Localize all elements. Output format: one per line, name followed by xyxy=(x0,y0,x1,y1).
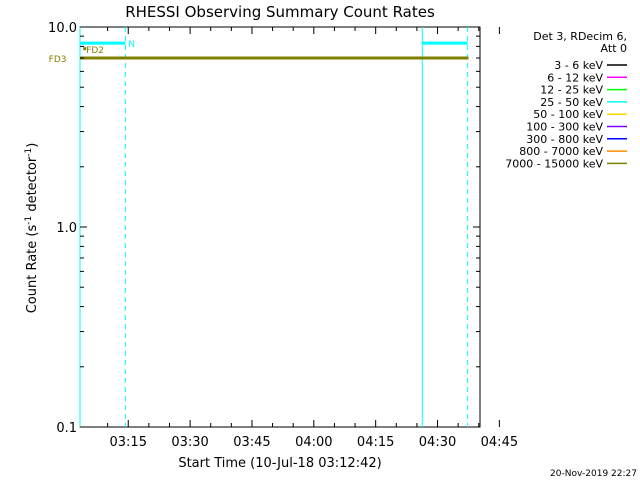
y-axis-label: Count Rate (s-1 detector-1) xyxy=(24,143,40,314)
legend-entry-label: 7000 - 15000 keV xyxy=(505,157,603,170)
x-tick-label: 03:45 xyxy=(233,435,270,450)
legend-entry-label: 300 - 800 keV xyxy=(526,133,603,146)
x-tick-label: 04:00 xyxy=(295,435,332,450)
annotation-fd2: FD2 xyxy=(86,46,104,56)
x-tick-label: 03:30 xyxy=(171,435,208,450)
x-tick-label: 04:45 xyxy=(481,435,518,450)
legend-entry-label: 25 - 50 keV xyxy=(540,96,603,109)
legend-entry-label: 6 - 12 keV xyxy=(547,71,603,84)
y-axis-label-sup2: -1 xyxy=(24,148,34,157)
y-tick-label: 10.0 xyxy=(48,21,77,36)
legend-entry-label: 800 - 7000 keV xyxy=(519,145,603,158)
y-tick-label: 1.0 xyxy=(56,221,77,236)
legend-entry-label: 100 - 300 keV xyxy=(526,121,603,134)
y-tick-label: 0.1 xyxy=(56,421,77,436)
legend-header-line: Att 0 xyxy=(601,42,627,55)
y-axis-label-sup1: -1 xyxy=(24,216,34,225)
fd2-marker xyxy=(83,47,87,51)
plot-frame xyxy=(79,26,481,428)
legend-entry-label: 3 - 6 keV xyxy=(554,59,603,72)
annotation-fd3: FD3 xyxy=(49,55,67,65)
plot-area: N FD2 FD3 10.0 1.0 0.1 03:15 03:30 03:45 04:00 04:… xyxy=(48,21,518,450)
y-axis-label-end: ) xyxy=(25,143,40,148)
x-axis-label: Start Time (10-Jul-18 03:12:42) xyxy=(178,456,381,471)
x-tick-label: 04:15 xyxy=(357,435,394,450)
annotation-n: N xyxy=(128,40,135,50)
chart-title: RHESSI Observing Summary Count Rates xyxy=(125,3,435,21)
x-tick-label: 03:15 xyxy=(110,435,147,450)
footer-timestamp: 20-Nov-2019 22:27 xyxy=(550,469,637,479)
legend-entry-label: 50 - 100 keV xyxy=(533,108,603,121)
y-axis-label-mid: detector xyxy=(25,156,40,216)
x-tick-label: 04:30 xyxy=(419,435,456,450)
y-axis-label-main: Count Rate (s xyxy=(25,225,40,314)
legend-header-line: Det 3, RDecim 6, xyxy=(533,30,627,43)
legend-entry-label: 12 - 25 keV xyxy=(540,84,603,97)
